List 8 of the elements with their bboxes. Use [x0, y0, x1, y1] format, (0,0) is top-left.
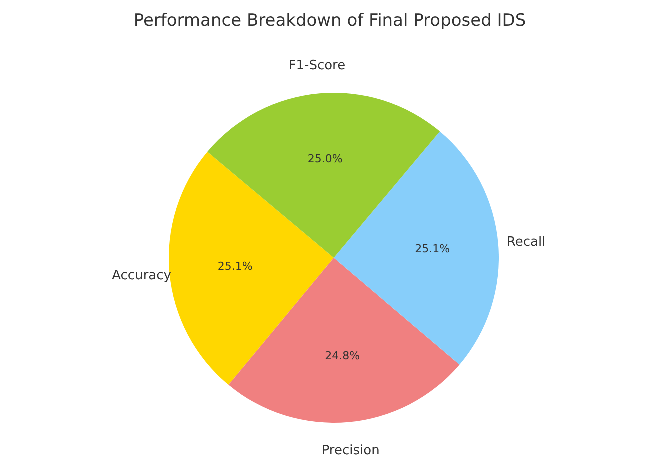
data-label: 25.0% [308, 152, 343, 166]
data-label: 24.8% [325, 350, 360, 363]
data-label: 25.1% [415, 242, 450, 256]
slice-label: F1-Score [288, 58, 346, 74]
data-label: 25.1% [218, 260, 253, 273]
slice-label: Recall [506, 234, 546, 250]
chart-title: Performance Breakdown of Final Proposed IDS [134, 11, 526, 31]
slice-label: Precision [322, 443, 380, 458]
